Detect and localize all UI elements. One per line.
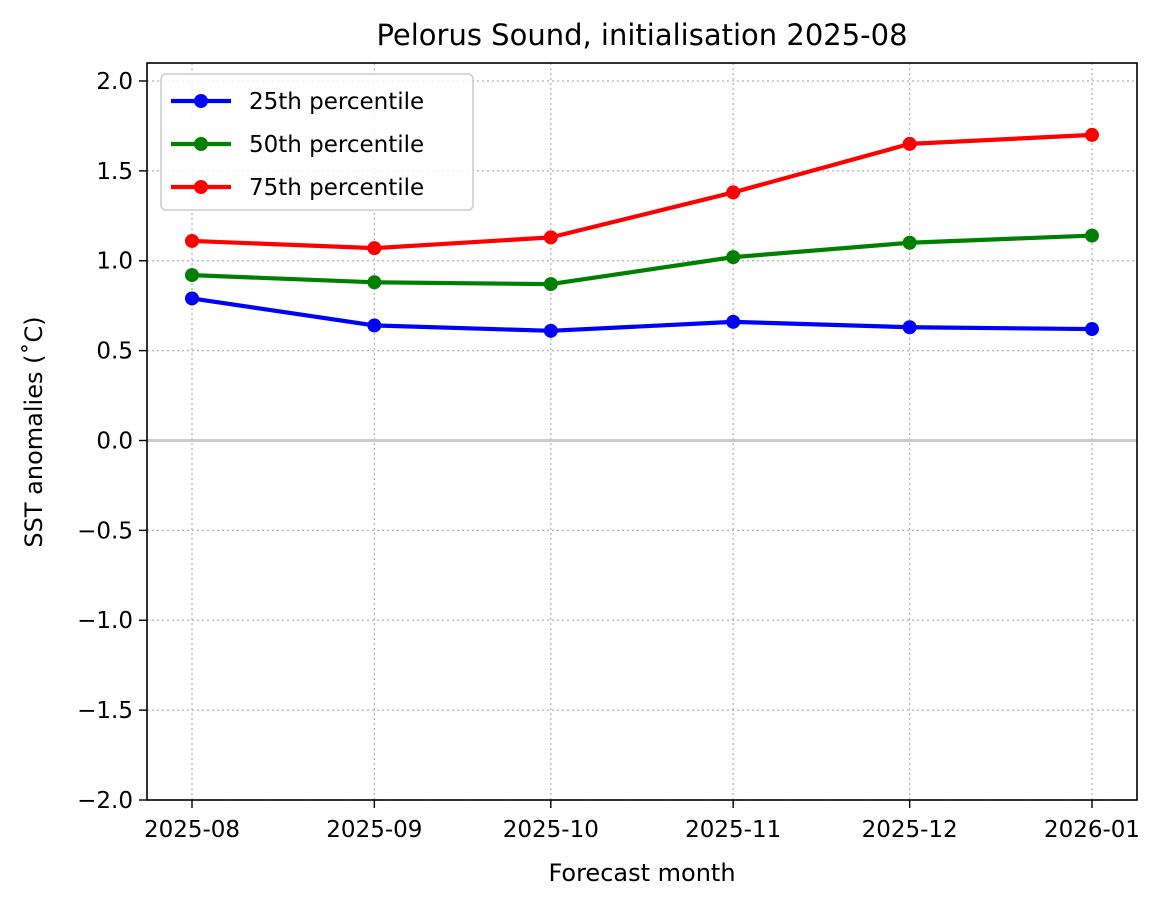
- x-axis-label: Forecast month: [548, 859, 735, 887]
- y-tick-label: −1.0: [77, 608, 133, 634]
- legend: 25th percentile 50th percentile 75th perce…: [160, 73, 474, 211]
- y-tick-label: 2.0: [96, 69, 133, 95]
- series-line: [189, 233, 1095, 287]
- x-tick-label: 2025-10: [503, 817, 599, 843]
- x-tick-label: 2025-12: [862, 817, 958, 843]
- legend-marker: [194, 137, 208, 151]
- y-tick-label: −2.0: [77, 788, 133, 814]
- legend-marker: [194, 180, 208, 194]
- y-tick-label: 1.0: [96, 249, 133, 275]
- data-point: [726, 314, 741, 329]
- data-point: [1085, 228, 1099, 243]
- data-point: [367, 275, 382, 290]
- legend-item: 50th percentile: [171, 132, 424, 158]
- data-point: [543, 277, 558, 292]
- data-point: [1085, 127, 1099, 142]
- legend-label: 75th percentile: [249, 175, 424, 201]
- data-point: [185, 291, 199, 306]
- data-point: [543, 230, 558, 245]
- data-point: [726, 185, 741, 200]
- ticks: 2025-08 2025-09 2025-10 2025-11 2025-12 2026-…: [77, 69, 1140, 843]
- legend-label: 25th percentile: [249, 89, 424, 115]
- series-line: [189, 132, 1095, 251]
- data-point: [902, 136, 917, 151]
- series-1: [185, 291, 1099, 338]
- data-point: [726, 250, 741, 265]
- series-3: [185, 127, 1099, 256]
- y-tick-label: 1.5: [96, 159, 133, 185]
- data-point: [902, 235, 917, 250]
- legend-item: 25th percentile: [171, 89, 424, 115]
- x-tick-label: 2025-11: [685, 817, 781, 843]
- legend-box: [160, 73, 474, 211]
- y-tick-label: 0.5: [96, 339, 133, 365]
- y-axis-label: SST anomalies (˚C): [20, 316, 48, 547]
- data-point: [902, 320, 917, 335]
- series-line: [189, 296, 1095, 333]
- x-tick-label: 2025-09: [326, 817, 422, 843]
- y-tick-label: 0.0: [96, 428, 133, 454]
- data-point: [1085, 322, 1099, 337]
- data-point: [185, 233, 199, 248]
- series-layer: [185, 127, 1099, 338]
- data-point: [367, 318, 382, 333]
- data-point: [367, 241, 382, 256]
- legend-label: 50th percentile: [249, 132, 424, 158]
- data-point: [185, 268, 199, 283]
- chart-title: Pelorus Sound, initialisation 2025-08: [376, 18, 907, 52]
- y-tick-label: −0.5: [77, 518, 133, 544]
- plot-frame: [146, 62, 1138, 801]
- x-tick-label: 2026-01: [1044, 817, 1140, 843]
- data-point: [543, 323, 558, 338]
- series-2: [185, 228, 1099, 292]
- x-tick-label: 2025-08: [144, 817, 240, 843]
- legend-marker: [194, 94, 208, 108]
- legend-item: 75th percentile: [171, 175, 424, 201]
- y-tick-label: −1.5: [77, 698, 133, 724]
